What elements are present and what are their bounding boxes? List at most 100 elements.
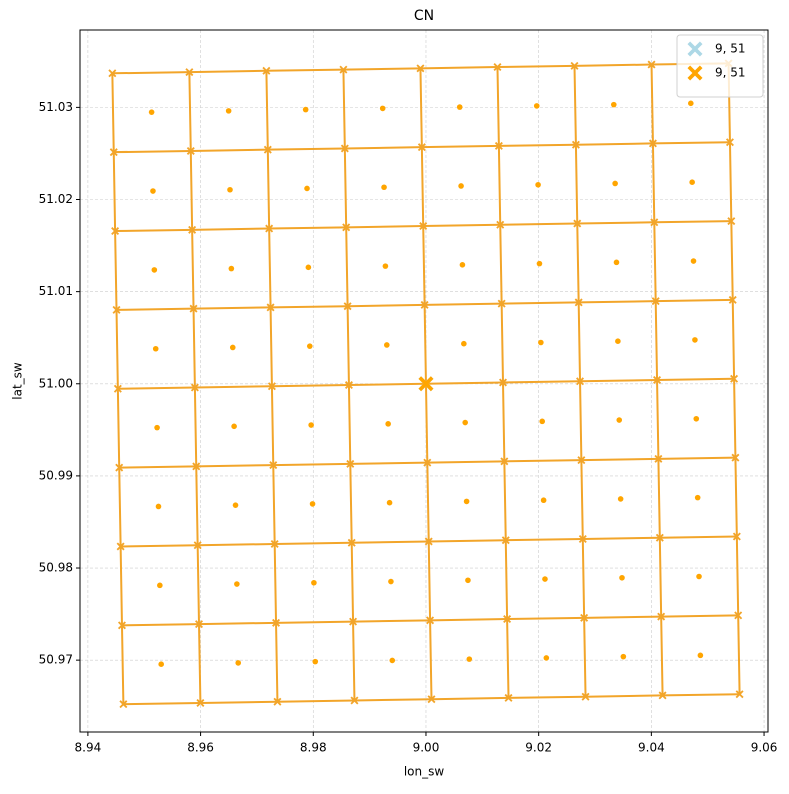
center-point <box>227 186 233 193</box>
corner-marker <box>116 542 125 551</box>
corner-marker <box>195 620 204 629</box>
corner-marker <box>108 69 117 78</box>
corner-marker <box>501 536 510 545</box>
x-tick-label: 8.96 <box>187 741 214 755</box>
center-point <box>381 184 387 191</box>
legend-label: 9, 51 <box>715 66 746 80</box>
center-point <box>379 105 386 112</box>
corner-marker <box>728 295 737 304</box>
corner-marker <box>427 695 436 704</box>
corner-marker <box>196 698 205 707</box>
corner-marker <box>189 304 198 313</box>
center-point <box>466 656 473 662</box>
corner-marker <box>343 302 352 311</box>
corner-marker <box>419 222 428 231</box>
center-point <box>157 582 163 589</box>
corner-marker <box>578 534 587 543</box>
corner-marker <box>342 223 351 232</box>
corner-marker <box>734 611 743 620</box>
corner-marker <box>576 377 585 386</box>
x-tick-label: 9.04 <box>638 741 665 755</box>
center-point <box>463 498 470 505</box>
center-point <box>151 267 158 273</box>
legend-marker <box>687 65 703 81</box>
center-point <box>615 338 621 345</box>
corner-marker <box>344 381 353 390</box>
legend-marker <box>687 41 703 57</box>
corner-marker <box>265 224 274 233</box>
center-point <box>152 345 159 352</box>
corner-marker <box>658 691 667 700</box>
center-point <box>462 419 468 426</box>
corner-marker <box>188 225 197 234</box>
corner-marker <box>185 68 194 77</box>
corner-marker <box>648 139 657 148</box>
center-point <box>697 652 704 659</box>
corner-marker <box>186 146 195 155</box>
corner-marker <box>494 141 503 150</box>
corner-marker <box>346 459 355 468</box>
center-point <box>382 263 389 269</box>
center-point <box>389 657 396 664</box>
corner-marker <box>270 539 279 548</box>
center-point <box>155 503 162 510</box>
center-point <box>308 422 314 428</box>
corner-marker <box>730 374 739 383</box>
x-tick-label: 9.02 <box>525 741 552 755</box>
x-tick-label: 9.06 <box>751 741 778 755</box>
corner-marker <box>503 615 512 624</box>
corner-marker <box>423 458 432 467</box>
corner-marker <box>570 61 579 70</box>
corner-marker <box>273 697 282 706</box>
chart-title: CN <box>414 8 434 24</box>
center-point <box>148 109 155 115</box>
center-point <box>696 573 702 580</box>
corner-marker <box>111 227 120 236</box>
center-point <box>610 101 617 108</box>
center-point <box>158 661 164 667</box>
center-point <box>305 264 312 271</box>
corner-marker <box>420 300 429 309</box>
corner-marker <box>112 305 121 314</box>
corner-marker <box>650 218 659 227</box>
corner-marker <box>725 138 734 147</box>
center-point <box>619 574 625 581</box>
corner-marker <box>267 382 276 391</box>
corner-marker <box>647 60 656 69</box>
corner-marker <box>349 617 358 626</box>
corner-marker <box>113 384 122 393</box>
center-point <box>312 658 319 665</box>
center-point <box>536 260 543 267</box>
center-point <box>229 344 236 351</box>
corner-marker <box>577 456 586 465</box>
center-point <box>234 581 240 587</box>
x-tick-label: 9.00 <box>413 741 440 755</box>
corner-marker <box>735 690 744 699</box>
corner-marker <box>657 612 666 621</box>
center-point <box>688 100 694 107</box>
center-point <box>692 337 698 343</box>
plot-frame <box>79 29 769 733</box>
center-point <box>690 258 697 264</box>
corner-marker <box>651 297 660 306</box>
x-axis-label: lon_sw <box>404 765 445 779</box>
center-point <box>231 423 237 430</box>
y-tick-label: 50.99 <box>39 468 73 482</box>
center-point <box>306 343 313 349</box>
center-point <box>620 653 627 660</box>
center-point <box>150 188 156 194</box>
corner-marker <box>653 375 662 384</box>
center-point <box>232 502 239 508</box>
corner-marker <box>109 148 118 157</box>
corner-marker <box>424 537 433 546</box>
corner-marker <box>350 696 359 705</box>
center-point <box>386 499 393 506</box>
corner-marker <box>496 220 505 229</box>
center-point <box>154 424 160 431</box>
corner-marker <box>500 457 509 466</box>
corner-marker <box>269 461 278 470</box>
center-point <box>542 576 548 582</box>
center-point <box>388 578 394 585</box>
corner-marker <box>571 140 580 149</box>
